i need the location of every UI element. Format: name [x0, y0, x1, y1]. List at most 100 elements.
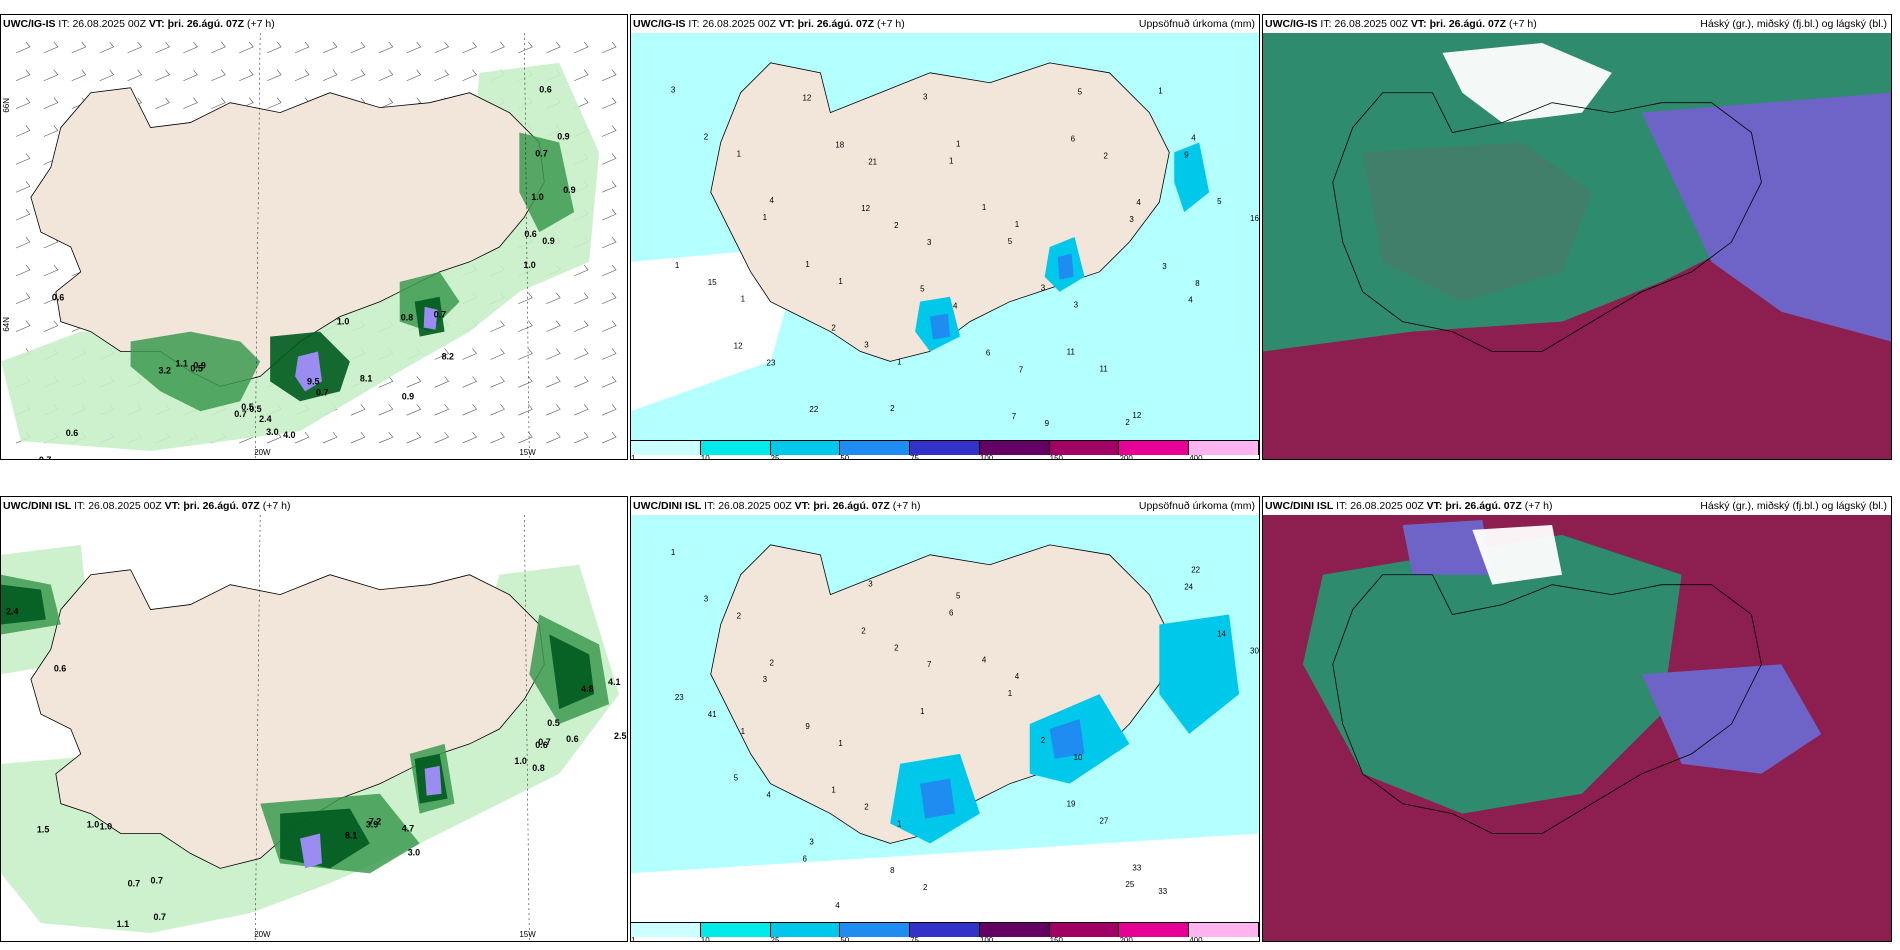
value-label: 2	[770, 658, 775, 667]
cloud-mid-zone	[1641, 92, 1891, 342]
value-label: 4.8	[581, 684, 593, 694]
wind-barb	[406, 404, 422, 416]
panel-top-wind: UWC/IG-IS IT: 26.08.2025 00Z VT: þri. 26…	[0, 14, 628, 460]
wind-barb	[434, 41, 450, 54]
value-label: 0.6	[52, 293, 64, 303]
colorbar-tick-label: 10	[700, 454, 710, 460]
colorbar-swatch	[1049, 441, 1120, 455]
value-label: 2	[890, 404, 895, 413]
wind-barb	[239, 41, 254, 54]
value-labels: 2.40.61.04.14.82.50.50.60.7 0.61.00.83.97…	[6, 607, 627, 930]
wind-barb	[155, 41, 170, 54]
wind-barb	[601, 404, 617, 416]
panel-header: UWC/DINI ISL IT: 26.08.2025 00Z VT: þri.…	[1, 497, 627, 515]
colorbar-swatch	[979, 441, 1050, 455]
value-label: 1	[949, 156, 954, 165]
value-label: 1	[838, 739, 843, 748]
wind-barb	[601, 153, 617, 165]
value-label: 3	[923, 93, 928, 102]
wind-barb	[434, 376, 450, 388]
value-label: 12	[1132, 411, 1141, 420]
wind-barb	[462, 41, 477, 54]
it-value: 26.08.2025 00Z	[1334, 18, 1408, 30]
value-label: 30	[1250, 646, 1259, 655]
value-label: 5	[1008, 237, 1013, 246]
cloud-map	[1263, 515, 1891, 941]
value-label: 1	[1158, 87, 1163, 96]
lat-label: 64N	[2, 317, 11, 332]
value-label: 5	[956, 592, 961, 601]
wind-barb	[71, 41, 87, 54]
wind-barb	[601, 264, 617, 277]
wind-barb	[322, 69, 338, 82]
value-label: 12	[734, 341, 743, 350]
panel-bottom-wind: UWC/DINI ISL IT: 26.08.2025 00Z VT: þri.…	[0, 496, 628, 942]
wind-barb	[350, 404, 366, 416]
value-label: 8.2	[442, 351, 454, 361]
value-label: 4	[1136, 198, 1141, 207]
value-label: 25	[1125, 880, 1134, 889]
value-label: 5	[920, 285, 925, 294]
colorbar-swatch	[770, 441, 841, 455]
wind-barb	[15, 264, 31, 277]
value-label: 0.6	[66, 428, 78, 438]
value-label: 3	[1041, 284, 1046, 293]
wind-barb	[15, 97, 31, 109]
graticule-15w	[524, 33, 530, 459]
value-label: 1.0	[514, 756, 526, 766]
value-label: 0.8	[401, 313, 413, 323]
colorbar-swatch	[1189, 441, 1259, 455]
wind-barb	[71, 69, 87, 82]
wind-barb	[434, 348, 450, 360]
wind-barb	[574, 97, 589, 109]
value-label: 24	[1184, 583, 1193, 592]
value-label: 6	[802, 854, 807, 863]
value-label: 0.9	[542, 236, 554, 246]
wind-barb	[462, 431, 477, 444]
value-label: 1	[982, 203, 987, 212]
value-label: 2	[1041, 736, 1046, 745]
vt-label: VT:	[164, 500, 181, 512]
wind-barb	[601, 320, 617, 332]
value-label: 4	[770, 196, 775, 205]
wind-barb	[462, 376, 477, 388]
it-value: 26.08.2025 00Z	[1350, 500, 1424, 512]
value-label: 27	[1100, 816, 1109, 825]
value-label: 0.7	[434, 310, 446, 320]
wind-barb	[211, 69, 226, 82]
value-label: 14	[1217, 629, 1226, 638]
value-label: 1.5	[37, 825, 49, 835]
value-label: 4	[982, 655, 987, 664]
green-dark-zone	[1, 584, 595, 869]
lead-time: (+7 h)	[262, 500, 291, 512]
colorbar-tick-label: 400	[1189, 936, 1203, 942]
vt-value: þri. 26.ágú. 07Z	[167, 18, 245, 30]
wind-barb	[378, 376, 394, 388]
green-zone	[1, 544, 620, 934]
value-label: 1	[831, 786, 836, 795]
it-label: IT:	[1320, 18, 1332, 30]
value-label: 0.9	[563, 185, 575, 195]
wind-barb	[490, 404, 505, 416]
wind-barb	[294, 431, 310, 444]
wind-barb	[574, 404, 589, 416]
vt-value: þri. 26.ágú. 07Z	[183, 500, 260, 512]
value-label: 1	[741, 727, 746, 736]
colorbar-tick-label: 1	[631, 936, 636, 942]
value-label: 0.5	[547, 718, 559, 728]
colorbar-tick-label: 25	[770, 454, 780, 460]
value-label: 0.8	[532, 763, 544, 773]
cloud-high-zone	[1442, 42, 1612, 123]
value-label: 1.0	[337, 317, 349, 327]
colorbar-swatch	[700, 441, 771, 455]
colorbar-swatch	[631, 923, 701, 937]
wind-barb	[601, 41, 617, 54]
colorbar-tick-label: 1	[631, 454, 636, 460]
value-label: 0.6	[524, 229, 536, 239]
wind-barb	[518, 292, 533, 305]
value-label: 1.0	[523, 260, 535, 270]
map-canvas	[1263, 33, 1891, 459]
wind-barb	[127, 69, 143, 82]
value-label: 3	[1129, 215, 1134, 224]
colorbar-tick-label: 200	[1119, 454, 1133, 460]
